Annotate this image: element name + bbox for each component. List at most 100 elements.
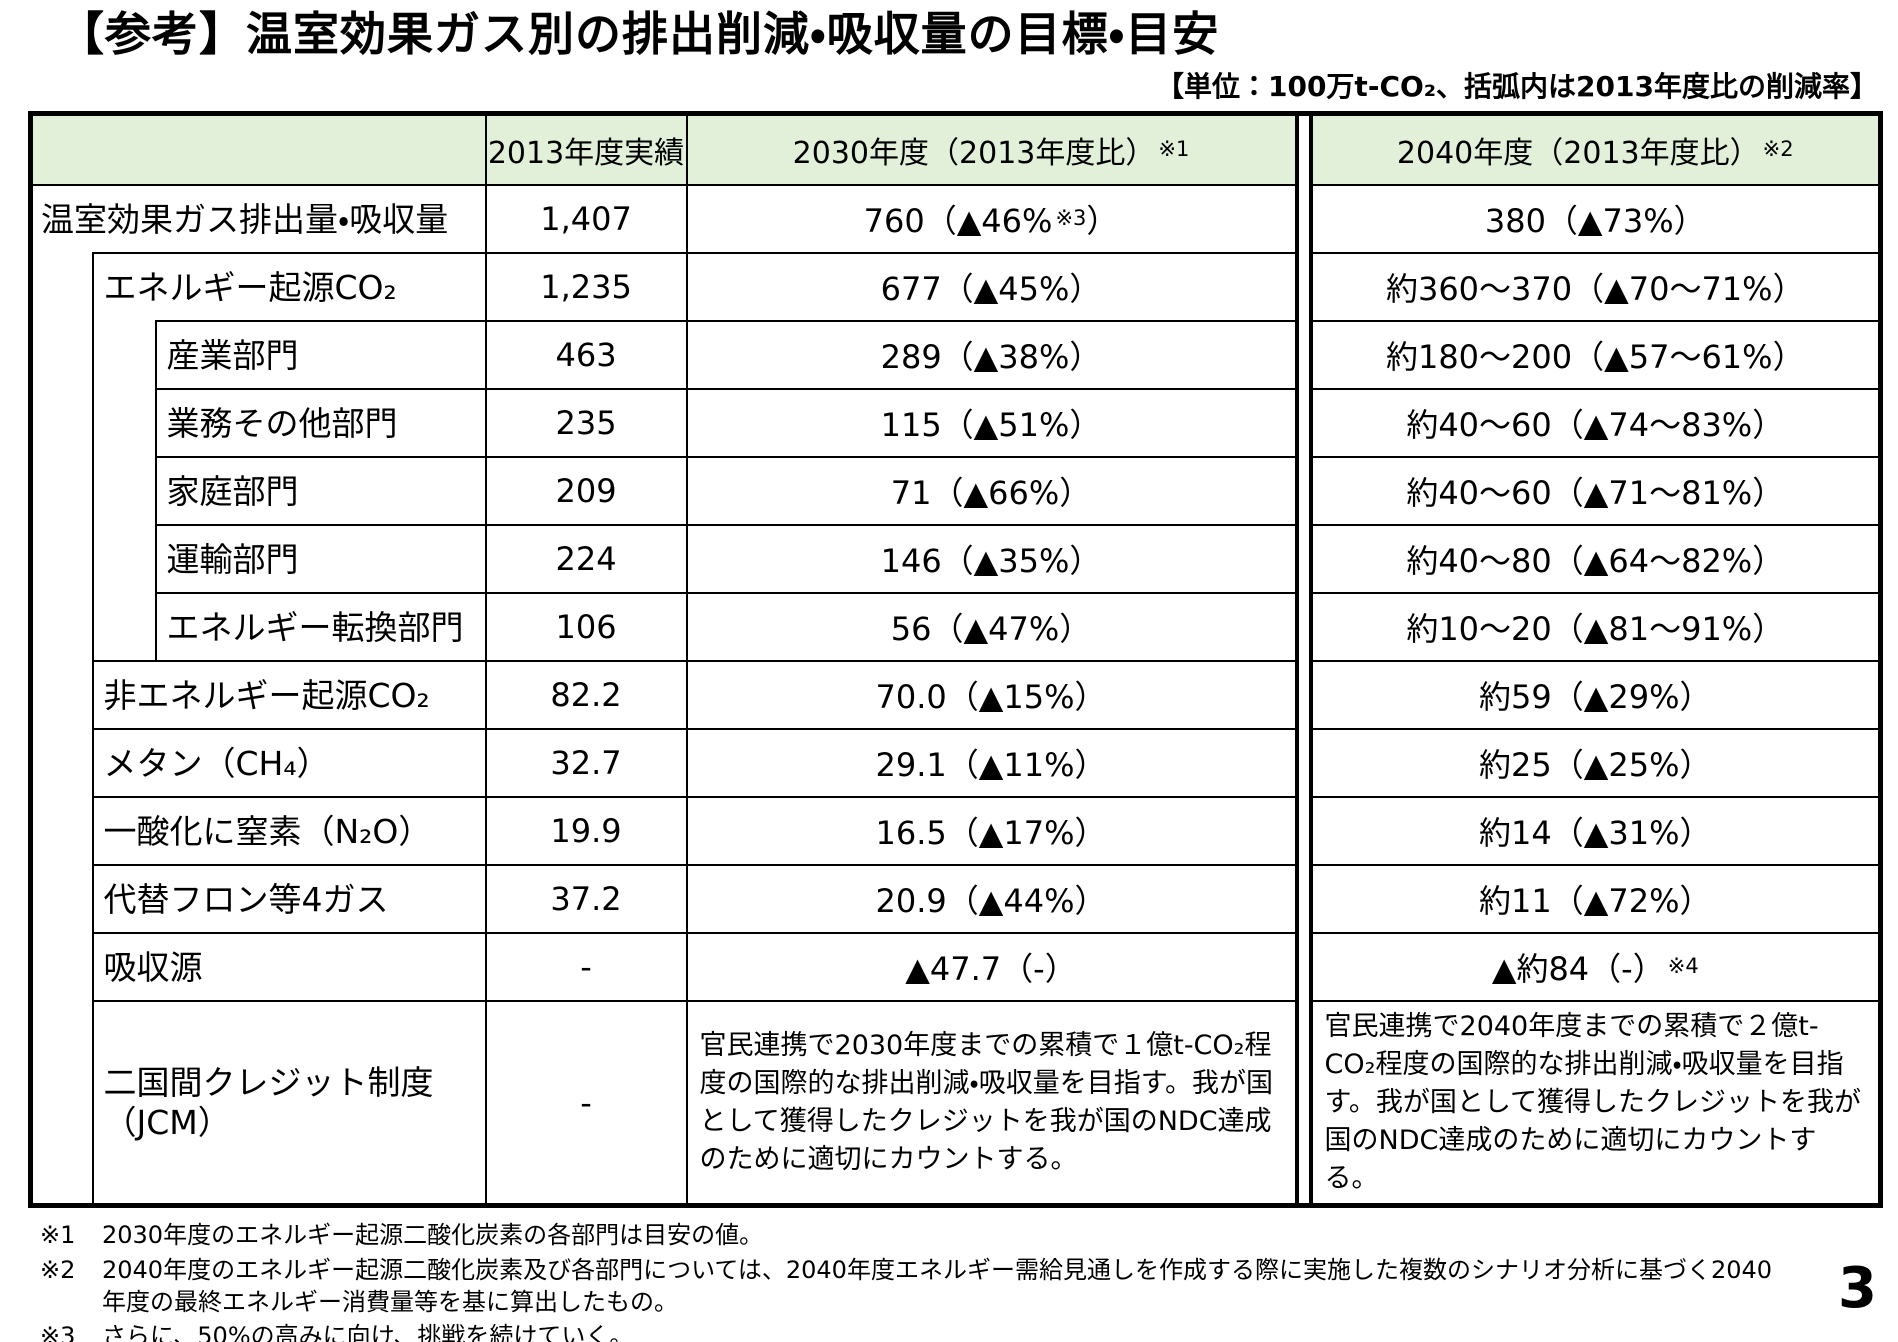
table-row-sinks: 吸収源 - ▲47.7（-） ▲約84（-） ※4 [31, 932, 1882, 1003]
value-2013: - [484, 932, 688, 1003]
column-divider [1294, 865, 1313, 934]
value-2013: 106 [484, 592, 688, 663]
value-2013: - [484, 1000, 688, 1207]
emissions-targets-table: 2013年度実績 2030年度（2013年度比） ※1 2040年度（2013年度… [28, 110, 1884, 1209]
value-2040: 約11（▲72%） [1309, 864, 1882, 935]
row-label: 二国間クレジット制度 （JCM） [91, 1000, 487, 1206]
table-row-household: 家庭部門 209 71（▲66%） 約40～60（▲71～81%） [31, 456, 1882, 527]
table-row-fluorinated-gases: 代替フロン等4ガス 37.2 20.9（▲44%） 約11（▲72%） [31, 864, 1882, 935]
value-2040: ▲約84（-） ※4 [1309, 932, 1882, 1003]
row-label: 一酸化に窒素（N₂O） [91, 796, 487, 867]
value-2040: 約10～20（▲81～91%） [1309, 592, 1882, 663]
row-label: 吸収源 [91, 932, 487, 1003]
value-2030: 115（▲51%） [685, 388, 1298, 459]
value-2013: 463 [484, 320, 688, 391]
column-divider [1294, 933, 1313, 1002]
header-blank-cell [29, 112, 487, 187]
column-header-2040: 2040年度（2013年度比） ※2 [1309, 112, 1882, 187]
table-row-industry: 産業部門 463 289（▲38%） 約180～200（▲57～61%） [31, 320, 1882, 391]
column-divider [1294, 253, 1313, 322]
value-2030: 56（▲47%） [685, 592, 1298, 663]
unit-note: 【単位：100万t-CO₂、括弧内は2013年度比の削減率】 [1155, 69, 1878, 103]
value-2013: 209 [484, 456, 688, 527]
value-2040: 約40～60（▲74～83%） [1309, 388, 1882, 459]
value-2030: 29.1（▲11%） [685, 728, 1298, 799]
value-2040: 約59（▲29%） [1309, 660, 1882, 731]
column-header-2013: 2013年度実績 [484, 112, 688, 187]
row-label: メタン（CH₄） [91, 728, 487, 799]
footnotes: ※1 2030年度のエネルギー起源二酸化炭素の各部門は目安の値。 ※2 2040… [40, 1220, 1800, 1342]
value-2030: ▲47.7（-） [685, 932, 1298, 1003]
table-row-methane: メタン（CH₄） 32.7 29.1（▲11%） 約25（▲25%） [31, 728, 1882, 799]
value-2013: 1,407 [484, 184, 688, 255]
value-2013: 235 [484, 388, 688, 459]
footnote-mark: ※1 [40, 1221, 76, 1250]
page-number: 3 [1838, 1256, 1877, 1321]
value-2040: 約25（▲25%） [1309, 728, 1882, 799]
footnote-ref-2: ※2 [1762, 137, 1794, 162]
table-row-energy-conversion: エネルギー転換部門 106 56（▲47%） 約10～20（▲81～91%） [31, 592, 1882, 663]
column-divider [1294, 389, 1313, 458]
table-row-jcm: 二国間クレジット制度 （JCM） - 官民連携で2030年度までの累積で１億t-… [31, 1000, 1882, 1207]
row-label: 家庭部門 [154, 456, 487, 527]
value-2013: 32.7 [484, 728, 688, 799]
row-label: 業務その他部門 [154, 388, 487, 459]
row-label: 温室効果ガス排出量・吸収量 [30, 184, 487, 254]
value-2030: 677（▲45%） [685, 252, 1298, 323]
value-2030: 16.5（▲17%） [685, 796, 1298, 867]
column-header-2030: 2030年度（2013年度比） ※1 [685, 112, 1298, 187]
column-divider [1294, 729, 1313, 798]
value-2040: 官民連携で2040年度までの累積で２億t-CO₂程度の国際的な排出削減・吸収量を… [1309, 1000, 1882, 1207]
value-2030: 71（▲66%） [685, 456, 1298, 527]
value-2040: 約180～200（▲57～61%） [1309, 320, 1882, 391]
footnote-ref-3: ※3 [1055, 206, 1087, 231]
row-label: 非エネルギー起源CO₂ [91, 660, 487, 731]
page-title: 【参考】温室効果ガス別の排出削減・吸収量の目標・目安 [58, 7, 1220, 61]
value-2013: 37.2 [484, 864, 688, 935]
value-2040: 約40～80（▲64～82%） [1309, 524, 1882, 595]
column-divider [1294, 525, 1313, 594]
value-2013: 82.2 [484, 660, 688, 731]
column-divider [1294, 661, 1313, 730]
table-row-nitrous-oxide: 一酸化に窒素（N₂O） 19.9 16.5（▲17%） 約14（▲31%） [31, 796, 1882, 867]
value-2013: 19.9 [484, 796, 688, 867]
value-2030: 官民連携で2030年度までの累積で１億t-CO₂程度の国際的な排出削減・吸収量を… [685, 1000, 1298, 1207]
column-divider [1294, 185, 1313, 254]
value-2013: 224 [484, 524, 688, 595]
value-2040: 約360～370（▲70～71%） [1309, 252, 1882, 323]
value-2040: 約40～60（▲71～81%） [1309, 456, 1882, 527]
table-row-total: 温室効果ガス排出量・吸収量 1,407 760（▲46% ※3） 380（▲73%… [30, 184, 1882, 255]
row-label: 産業部門 [154, 320, 487, 391]
footnote-text: さらに、50%の高みに向け、挑戦を続けていく。 [102, 1322, 634, 1342]
row-label: エネルギー起源CO₂ [91, 252, 487, 322]
footnote-ref-4: ※4 [1667, 954, 1699, 979]
footnote-ref-1: ※1 [1158, 137, 1190, 162]
value-2013: 1,235 [484, 252, 688, 323]
value-2030: 289（▲38%） [685, 320, 1298, 391]
table-row-commercial: 業務その他部門 235 115（▲51%） 約40～60（▲74～83%） [31, 388, 1882, 459]
value-2040: 380（▲73%） [1309, 184, 1882, 255]
table-row-energy-co2: エネルギー起源CO₂ 1,235 677（▲45%） 約360～370（▲70～… [31, 252, 1882, 323]
value-2040: 約14（▲31%） [1309, 796, 1882, 867]
footnote: ※2 2040年度のエネルギー起源二酸化炭素及び各部門については、2040年度エ… [40, 1255, 1800, 1318]
header-row: 2013年度実績 2030年度（2013年度比） ※1 2040年度（2013年度… [29, 112, 1882, 187]
value-2030: 146（▲35%） [685, 524, 1298, 595]
row-label: 代替フロン等4ガス [91, 864, 487, 935]
footnote: ※1 2030年度のエネルギー起源二酸化炭素の各部門は目安の値。 [40, 1220, 1800, 1252]
row-label: 運輸部門 [154, 524, 487, 595]
footnote-text: 2040年度のエネルギー起源二酸化炭素及び各部門については、2040年度エネルギ… [102, 1256, 1773, 1316]
value-2030: 760（▲46% ※3） [685, 184, 1298, 255]
value-2030: 70.0（▲15%） [685, 660, 1298, 731]
column-divider [1294, 797, 1313, 866]
table-row-non-energy-co2: 非エネルギー起源CO₂ 82.2 70.0（▲15%） 約59（▲29%） [31, 660, 1882, 731]
table-row-transport: 運輸部門 224 146（▲35%） 約40～80（▲64～82%） [31, 524, 1882, 595]
footnote-mark: ※3 [40, 1322, 76, 1342]
footnote-mark: ※2 [40, 1256, 76, 1285]
footnote: ※3 さらに、50%の高みに向け、挑戦を続けていく。 [40, 1321, 1800, 1342]
footnote-text: 2030年度のエネルギー起源二酸化炭素の各部門は目安の値。 [102, 1221, 764, 1250]
column-divider [1294, 457, 1313, 526]
column-divider [1294, 1001, 1313, 1206]
row-label: エネルギー転換部門 [154, 592, 487, 663]
column-divider [1294, 113, 1313, 186]
column-divider [1294, 321, 1313, 390]
